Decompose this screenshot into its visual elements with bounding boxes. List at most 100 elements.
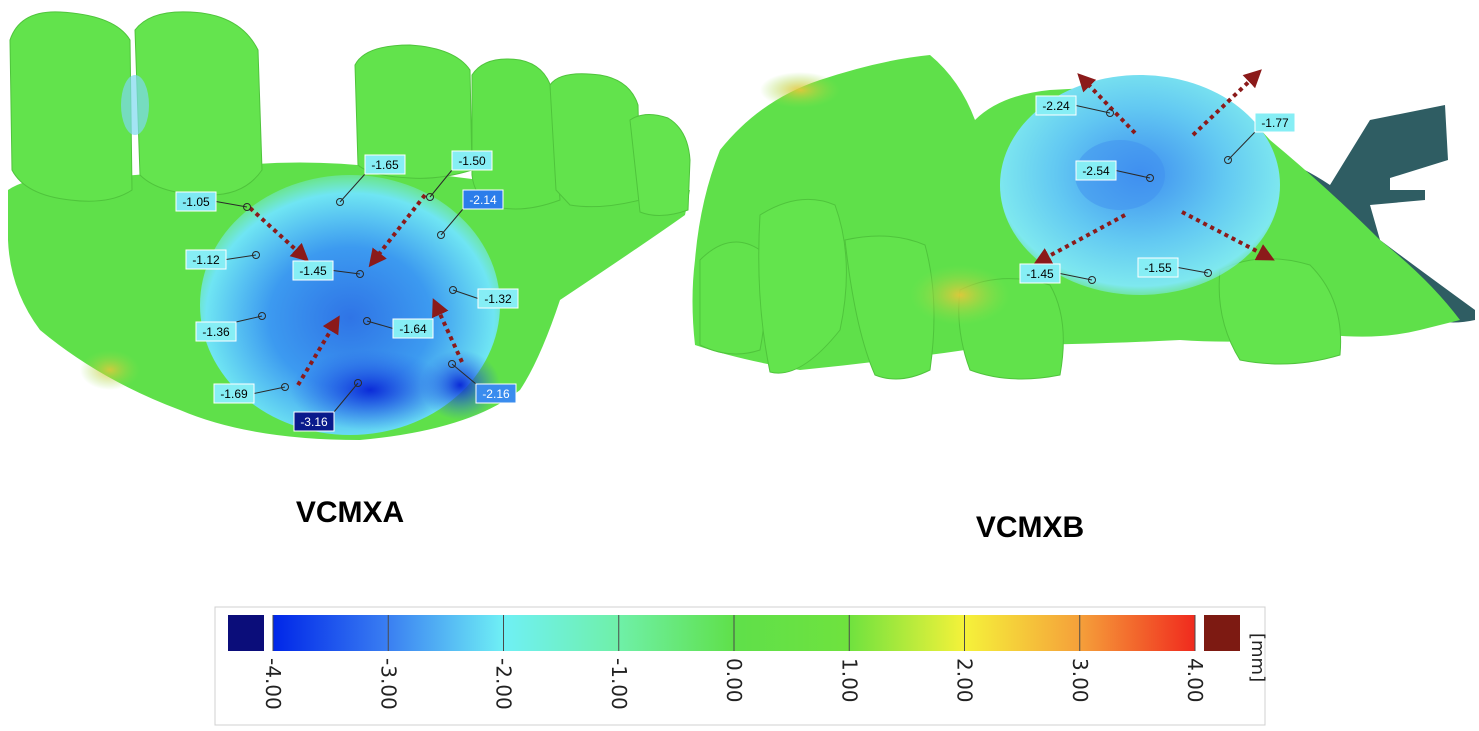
model-a-tooth-2: [134, 11, 263, 196]
measurement-point-marker: [1106, 109, 1114, 117]
callout-leader-line: [235, 315, 263, 323]
model-b-scan-edge: [1260, 105, 1475, 323]
model-a-tooth-5: [549, 73, 641, 208]
deviation-callout: -3.16: [293, 379, 362, 432]
callout-box: [1137, 257, 1179, 278]
callout-box: [392, 318, 434, 339]
callout-value: -1.45: [299, 264, 327, 278]
callout-value: -2.16: [482, 387, 510, 401]
callout-box: [1035, 95, 1077, 116]
callout-leader-line: [1059, 273, 1093, 281]
callout-value: -1.64: [399, 322, 427, 336]
measurement-point-marker: [336, 198, 344, 206]
color-scale-unit: [mm]: [1247, 633, 1268, 682]
measurement-point-marker: [449, 286, 457, 294]
deviation-callout: -1.77: [1224, 112, 1296, 164]
deviation-callout: -1.36: [195, 312, 266, 342]
callout-value: -1.50: [458, 154, 486, 168]
model-b-tooth-3: [844, 235, 935, 380]
callout-box: [195, 321, 237, 342]
measurement-point-marker: [1224, 156, 1232, 164]
callout-box: [185, 249, 227, 270]
callout-leader-line: [440, 208, 464, 236]
scale-tick-label: 2.00: [953, 658, 977, 703]
measurement-point-marker: [426, 193, 434, 201]
callout-leader-line: [215, 201, 248, 208]
deviation-callout: -1.65: [336, 154, 406, 206]
deviation-callout: -1.05: [175, 191, 251, 212]
callout-box: [1019, 263, 1061, 284]
callout-box: [1075, 160, 1117, 181]
callout-box: [1254, 112, 1296, 133]
measurement-point-marker: [354, 379, 362, 387]
deviation-callout: -1.50: [426, 150, 493, 201]
deviation-callout: -1.32: [449, 286, 519, 309]
callout-value: -1.55: [1144, 261, 1172, 275]
callout-value: -2.24: [1042, 99, 1070, 113]
deviation-callout: -1.45: [1019, 263, 1096, 284]
arrow: [1033, 213, 1126, 265]
callout-value: -2.54: [1082, 164, 1110, 178]
callout-box: [213, 383, 255, 404]
scale-tick-label: -3.00: [376, 658, 400, 710]
deviation-callout: -1.12: [185, 249, 260, 270]
scale-tick-label: 3.00: [1068, 658, 1092, 703]
callout-box: [364, 154, 406, 175]
model-a-arrows: [248, 193, 464, 387]
callout-box: [293, 411, 335, 432]
callout-value: -1.77: [1261, 116, 1289, 130]
model-b-callouts: -2.24 -1.77 -2.54 -1.45 -1.55: [1019, 95, 1296, 284]
callout-box: [475, 383, 517, 404]
measurement-point-marker: [252, 251, 260, 259]
callout-leader-line: [333, 382, 359, 413]
above-range-swatch: [1204, 615, 1240, 651]
deviation-callout: -1.64: [363, 317, 434, 339]
deviation-callout: -2.14: [437, 189, 504, 239]
model-a-title: VCMXA: [296, 496, 404, 529]
arrow: [368, 193, 427, 268]
callout-leader-line: [1227, 131, 1256, 161]
deviation-callout: -2.24: [1035, 95, 1114, 117]
model-a-callouts: -1.05 -1.65 -1.50 -2.14 -1.12 -1.45 -1.32 -1.36…: [175, 150, 519, 432]
measurement-point-marker: [363, 317, 371, 325]
callout-leader-line: [366, 320, 394, 329]
measurement-point-marker: [281, 383, 289, 391]
model-b-tooth-2: [758, 198, 847, 374]
measurement-point-marker: [437, 231, 445, 239]
measurement-point-marker: [356, 270, 364, 278]
callout-leader-line: [1075, 105, 1111, 114]
model-a-surface: [8, 11, 691, 440]
model-a-tooth-6: [629, 114, 691, 216]
color-scale-ticks: -4.00 -3.00 -2.00 -1.00 0.00 1.00 2.00 3.00 4.00: [261, 615, 1207, 710]
model-b-surface: [692, 55, 1475, 380]
callout-leader-line: [225, 254, 257, 260]
callout-value: -1.69: [220, 387, 248, 401]
arrow: [1191, 69, 1262, 137]
callout-value: -1.32: [484, 292, 512, 306]
measurement-point-marker: [1204, 269, 1212, 277]
model-b-tooth-5: [1218, 258, 1342, 365]
arrow: [1181, 210, 1275, 261]
callout-leader-line: [429, 169, 453, 198]
scale-tick-label: -1.00: [607, 658, 631, 710]
deviation-callout: -2.16: [448, 360, 517, 404]
callout-box: [462, 189, 504, 210]
callout-value: -3.16: [300, 415, 328, 429]
model-a-tooth-3: [354, 44, 473, 179]
arrow: [432, 298, 464, 363]
callout-value: -2.14: [469, 193, 497, 207]
callout-leader-line: [1115, 170, 1151, 179]
arrow: [1077, 73, 1137, 135]
measurement-point-marker: [243, 203, 251, 211]
measurement-point-marker: [258, 312, 266, 320]
color-scale-legend: -4.00 -3.00 -2.00 -1.00 0.00 1.00 2.00 3.00 4.00…: [214, 606, 1268, 726]
callout-value: -1.65: [371, 158, 399, 172]
callout-leader-line: [253, 386, 286, 394]
deviation-callout: -1.55: [1137, 257, 1212, 278]
scale-tick-label: 4.00: [1183, 658, 1207, 703]
scale-tick-label: -4.00: [261, 658, 285, 710]
model-b-tooth-1: [699, 241, 766, 355]
callout-box: [477, 288, 519, 309]
callout-box: [292, 260, 334, 281]
